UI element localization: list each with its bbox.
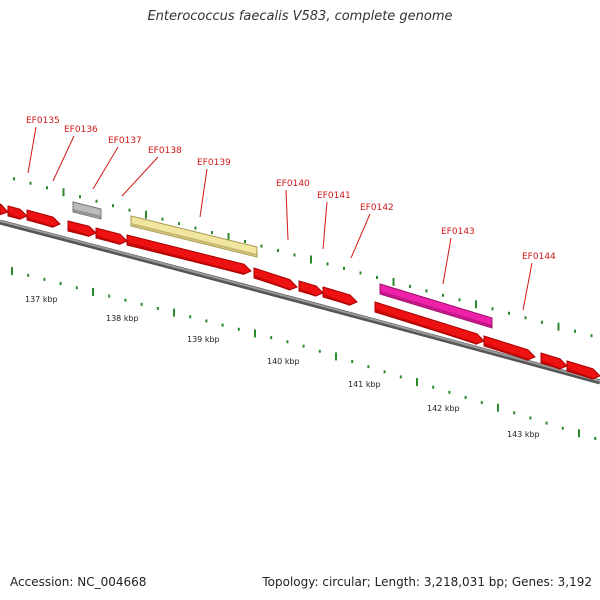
- feature-shadow: [566, 368, 594, 380]
- gene-label-layer: EF0135 EF0136 EF0137 EF0138 EF0139 EF0140 EF01…: [26, 116, 556, 311]
- gene-label-leader: [92, 146, 119, 190]
- gene-label-leader: [350, 213, 371, 259]
- gene-arrow: [0, 203, 9, 215]
- feature-track: [0, 201, 600, 380]
- kbp-label: 138 kbp: [106, 314, 139, 323]
- gene-label-leader: [27, 126, 37, 174]
- gene-label-ef0135: EF0135: [26, 116, 60, 126]
- gene-label-leader: [322, 201, 328, 250]
- kbp-label: 143 kbp: [507, 430, 540, 439]
- kbp-label: 140 kbp: [267, 357, 300, 366]
- gene-label-ef0144: EF0144: [522, 252, 556, 262]
- backbone-highlight: [0, 220, 600, 382]
- gene-label-ef0137: EF0137: [108, 136, 142, 146]
- feature-shadow: [483, 343, 529, 361]
- feature-shadow: [540, 360, 561, 370]
- feature-shadow: [26, 217, 54, 228]
- gene-label-leader: [121, 156, 159, 197]
- kbp-label: 142 kbp: [427, 404, 460, 413]
- genome-summary-text: Topology: circular; Length: 3,218,031 bp…: [262, 575, 592, 589]
- gene-label-leader: [522, 262, 533, 311]
- gene-label-ef0142: EF0142: [360, 203, 394, 213]
- feature-shadow: [67, 228, 90, 237]
- gene-label-ef0139: EF0139: [197, 158, 231, 168]
- gene-label-ef0141: EF0141: [317, 191, 351, 201]
- map-title: Enterococcus faecalis V583, complete gen…: [147, 9, 453, 24]
- feature-shadow: [7, 213, 21, 220]
- gene-label-leader: [442, 237, 452, 285]
- feature-shadow: [379, 291, 493, 327]
- gene-label-ef0143: EF0143: [441, 227, 475, 237]
- kbp-label-layer: 137 kbp 138 kbp 139 kbp 140 kbp 141 kbp 142 k…: [25, 295, 540, 439]
- kbp-label: 141 kbp: [348, 380, 381, 389]
- top-tick-track: [13, 177, 593, 338]
- feature-shadow: [95, 235, 121, 245]
- kbp-label: 139 kbp: [187, 335, 220, 344]
- gene-label-leader: [52, 135, 75, 182]
- feature-shadow: [130, 223, 258, 256]
- bottom-tick-track: [11, 267, 597, 440]
- feature-shadow: [72, 209, 102, 218]
- feature-shadow: [126, 242, 245, 275]
- gene-label-ef0136: EF0136: [64, 125, 98, 135]
- feature-shadow: [322, 294, 351, 306]
- feature-shadow: [298, 288, 317, 297]
- kbp-label: 137 kbp: [25, 295, 58, 304]
- feature-shadow: [374, 309, 478, 345]
- gene-label-leader: [199, 168, 208, 218]
- accession-text: Accession: NC_004668: [10, 575, 147, 589]
- backbone-line: [0, 219, 600, 385]
- gene-label-ef0140: EF0140: [276, 179, 310, 189]
- gene-label-ef0138: EF0138: [148, 146, 182, 156]
- feature-shadow: [0, 211, 2, 216]
- genome-backbone: [0, 219, 600, 385]
- feature-shadow: [253, 275, 291, 291]
- gene-label-leader: [285, 189, 289, 241]
